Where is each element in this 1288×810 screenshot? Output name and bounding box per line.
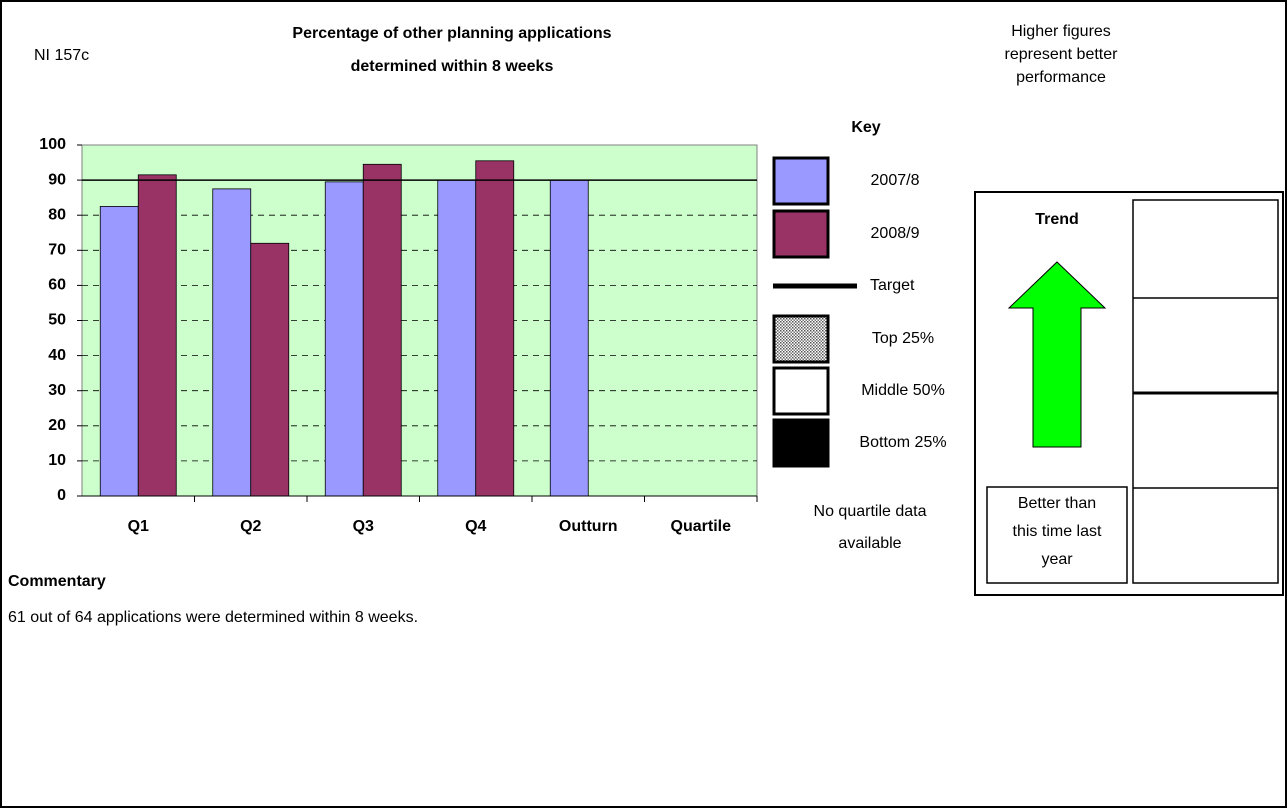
quartile-label: Top 25% [872,330,934,347]
y-tick-label: 30 [48,382,66,399]
note-line: performance [1016,69,1106,86]
bar [137,174,177,497]
y-tick-label: 40 [48,347,66,364]
bar [99,206,139,497]
x-tick-label: Q2 [240,518,261,535]
quartile-swatch [772,366,830,416]
bar [324,181,364,497]
y-tick-label: 80 [48,206,66,223]
indicator: NI 157c [34,47,89,64]
bar [549,179,589,497]
x-tick-label: Quartile [671,518,732,535]
x-tick-label: Outturn [559,518,618,535]
key-title: Key [851,119,880,136]
bar [212,188,252,497]
y-tick-label: 50 [48,312,66,329]
bar [362,163,402,497]
x-tick-label: Q4 [465,518,486,535]
note-line: Higher figures [1011,23,1111,40]
trend-label-line: year [1041,551,1073,568]
trend-label-box [986,486,1128,584]
bar [475,160,515,497]
legend-label: Target [870,277,915,294]
chart-title: determined within 8 weeks [351,58,554,75]
legend-label: 2007/8 [871,172,920,189]
x-tick-label: Q3 [353,518,374,535]
chart-title: Percentage of other planning application… [292,25,611,42]
quartile-label: Middle 50% [861,382,945,399]
bar [437,179,477,497]
quartile-label: Bottom 25% [859,434,946,451]
y-tick-label: 60 [48,277,66,294]
y-tick-label: 10 [48,452,66,469]
trend-label-line: Better than [1018,495,1096,512]
trend-box [974,191,1284,596]
y-tick-label: 90 [48,171,66,188]
y-tick-label: 100 [39,136,66,153]
commentary-title: Commentary [8,573,106,590]
trend-label-line: this time last [1013,523,1102,540]
y-tick-label: 0 [57,487,66,504]
note-line: represent better [1005,46,1119,63]
commentary-text: 61 out of 64 applications were determine… [8,609,418,626]
no-data-line: No quartile data [814,503,927,520]
legend-swatch [772,156,830,206]
no-data-line: available [838,535,901,552]
quartile-swatch [772,314,830,364]
trend-arrow [1007,261,1107,448]
quartile-swatch [772,418,830,468]
x-tick-label: Q1 [128,518,149,535]
legend-swatch [772,209,830,259]
y-tick-label: 20 [48,417,66,434]
legend-label: 2008/9 [871,225,920,242]
bar [250,242,290,497]
y-tick-label: 70 [48,242,66,259]
trend-title: Trend [1035,211,1079,228]
